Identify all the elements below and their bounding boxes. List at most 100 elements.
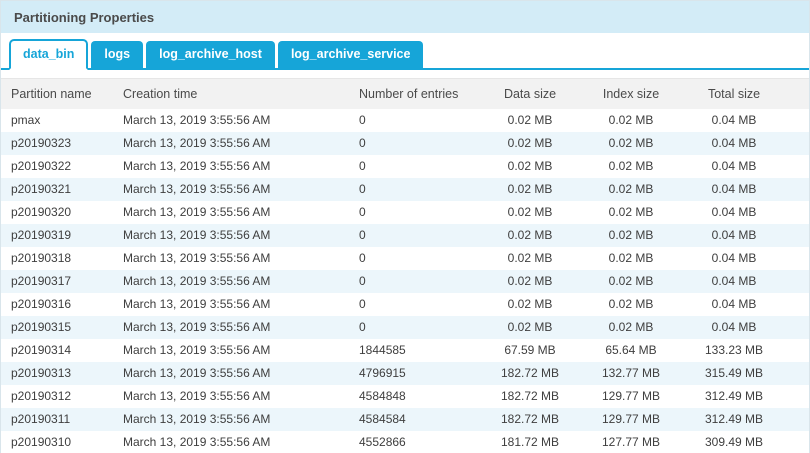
cell-partition-name: p20190318 — [11, 251, 72, 265]
cell-index-size: 0.02 MB — [608, 205, 654, 219]
table-row: p20190312 March 13, 2019 3:55:56 AM 458484… — [1, 384, 809, 408]
tab-log-archive-host[interactable]: log_archive_host — [146, 41, 275, 68]
cell-partition-name: p20190314 — [11, 343, 72, 357]
cell-total-size: 0.04 MB — [711, 228, 757, 242]
cell-data-size: 0.02 MB — [507, 205, 553, 219]
table-row: p20190321 March 13, 2019 3:55:56 AM 0 0.02 … — [1, 177, 809, 201]
cell-total-size: 0.04 MB — [711, 297, 757, 311]
cell-number-of-entries: 1844585 — [359, 343, 406, 357]
table-row: p20190317 March 13, 2019 3:55:56 AM 0 0.02 … — [1, 269, 809, 293]
cell-index-size: 0.02 MB — [608, 113, 654, 127]
cell-index-size: 65.64 MB — [605, 343, 657, 357]
cell-data-size: 182.72 MB — [500, 389, 560, 403]
cell-data-size: 0.02 MB — [507, 228, 553, 242]
cell-partition-name: p20190312 — [11, 389, 72, 403]
cell-index-size: 0.02 MB — [608, 297, 654, 311]
cell-partition-name: p20190319 — [11, 228, 72, 242]
table-row: p20190318 March 13, 2019 3:55:56 AM 0 0.02 … — [1, 246, 809, 270]
cell-creation-time: March 13, 2019 3:55:56 AM — [123, 136, 271, 150]
table-row: p20190323 March 13, 2019 3:55:56 AM 0 0.02 … — [1, 131, 809, 155]
cell-partition-name: p20190316 — [11, 297, 72, 311]
cell-total-size: 312.49 MB — [704, 412, 764, 426]
cell-number-of-entries: 0 — [359, 113, 366, 127]
table-row: p20190313 March 13, 2019 3:55:56 AM 479691… — [1, 361, 809, 385]
table-body: pmax March 13, 2019 3:55:56 AM 0 0.02 MB 0.0… — [1, 108, 809, 453]
cell-total-size: 0.04 MB — [711, 159, 757, 173]
cell-number-of-entries: 0 — [359, 251, 366, 265]
cell-number-of-entries: 4584848 — [359, 389, 406, 403]
cell-total-size: 0.04 MB — [711, 274, 757, 288]
cell-total-size: 133.23 MB — [704, 343, 764, 357]
tab-strip: data_bin logs log_archive_host log_archi… — [1, 39, 809, 70]
cell-creation-time: March 13, 2019 3:55:56 AM — [123, 343, 271, 357]
cell-number-of-entries: 4584584 — [359, 412, 406, 426]
cell-partition-name: p20190310 — [11, 435, 72, 449]
cell-number-of-entries: 0 — [359, 320, 366, 334]
cell-creation-time: March 13, 2019 3:55:56 AM — [123, 435, 271, 449]
column-header-partition-name: Partition name — [1, 78, 113, 109]
cell-index-size: 0.02 MB — [608, 228, 654, 242]
cell-creation-time: March 13, 2019 3:55:56 AM — [123, 274, 271, 288]
cell-data-size: 182.72 MB — [500, 412, 560, 426]
cell-partition-name: p20190317 — [11, 274, 72, 288]
cell-index-size: 0.02 MB — [608, 136, 654, 150]
cell-partition-name: p20190322 — [11, 159, 72, 173]
partitions-table: Partition name Creation time Number of e… — [1, 78, 809, 453]
cell-total-size: 0.04 MB — [711, 251, 757, 265]
table-row: p20190319 March 13, 2019 3:55:56 AM 0 0.02 … — [1, 223, 809, 247]
table-header-row: Partition name Creation time Number of e… — [1, 78, 809, 109]
table-row: p20190315 March 13, 2019 3:55:56 AM 0 0.02 … — [1, 315, 809, 339]
cell-creation-time: March 13, 2019 3:55:56 AM — [123, 159, 271, 173]
column-header-number-of-entries: Number of entries — [353, 78, 479, 109]
cell-index-size: 129.77 MB — [601, 389, 661, 403]
table-row: p20190320 March 13, 2019 3:55:56 AM 0 0.02 … — [1, 200, 809, 224]
cell-data-size: 0.02 MB — [507, 113, 553, 127]
cell-data-size: 0.02 MB — [507, 297, 553, 311]
cell-creation-time: March 13, 2019 3:55:56 AM — [123, 389, 271, 403]
title-tabs-gap — [1, 33, 809, 39]
cell-total-size: 315.49 MB — [704, 366, 764, 380]
cell-index-size: 127.77 MB — [601, 435, 661, 449]
cell-index-size: 0.02 MB — [608, 182, 654, 196]
tabs-table-gap — [1, 70, 809, 78]
column-header-index-size: Index size — [575, 78, 681, 109]
cell-creation-time: March 13, 2019 3:55:56 AM — [123, 228, 271, 242]
cell-partition-name: p20190315 — [11, 320, 72, 334]
cell-partition-name: p20190311 — [11, 412, 71, 426]
cell-total-size: 0.04 MB — [711, 205, 757, 219]
tab-data-bin[interactable]: data_bin — [9, 39, 89, 70]
cell-data-size: 0.02 MB — [507, 159, 553, 173]
cell-data-size: 181.72 MB — [500, 435, 560, 449]
cell-data-size: 0.02 MB — [507, 251, 553, 265]
cell-number-of-entries: 0 — [359, 228, 366, 242]
cell-index-size: 129.77 MB — [601, 412, 661, 426]
cell-number-of-entries: 0 — [359, 136, 366, 150]
cell-data-size: 67.59 MB — [504, 343, 556, 357]
cell-partition-name: p20190313 — [11, 366, 72, 380]
cell-creation-time: March 13, 2019 3:55:56 AM — [123, 251, 271, 265]
tab-log-archive-service[interactable]: log_archive_service — [277, 41, 424, 68]
table-row: p20190316 March 13, 2019 3:55:56 AM 0 0.02 … — [1, 292, 809, 316]
table-row: p20190310 March 13, 2019 3:55:56 AM 455286… — [1, 430, 809, 453]
column-header-total-size: Total size — [681, 78, 781, 109]
panel-title: Partitioning Properties — [14, 9, 155, 25]
cell-index-size: 132.77 MB — [601, 366, 661, 380]
cell-number-of-entries: 0 — [359, 274, 366, 288]
tab-logs[interactable]: logs — [91, 41, 144, 68]
cell-total-size: 0.04 MB — [711, 320, 757, 334]
column-header-data-size: Data size — [479, 78, 575, 109]
cell-creation-time: March 13, 2019 3:55:56 AM — [123, 366, 271, 380]
cell-partition-name: pmax — [11, 113, 41, 127]
cell-total-size: 312.49 MB — [704, 389, 764, 403]
cell-total-size: 0.04 MB — [711, 136, 757, 150]
cell-creation-time: March 13, 2019 3:55:56 AM — [123, 205, 271, 219]
cell-creation-time: March 13, 2019 3:55:56 AM — [123, 297, 271, 311]
cell-data-size: 0.02 MB — [507, 274, 553, 288]
cell-number-of-entries: 0 — [359, 159, 366, 173]
cell-total-size: 309.49 MB — [704, 435, 764, 449]
column-header-spacer — [781, 78, 809, 109]
table-row: p20190311 March 13, 2019 3:55:56 AM 458458… — [1, 407, 809, 431]
cell-index-size: 0.02 MB — [608, 159, 654, 173]
cell-partition-name: p20190321 — [11, 182, 72, 196]
